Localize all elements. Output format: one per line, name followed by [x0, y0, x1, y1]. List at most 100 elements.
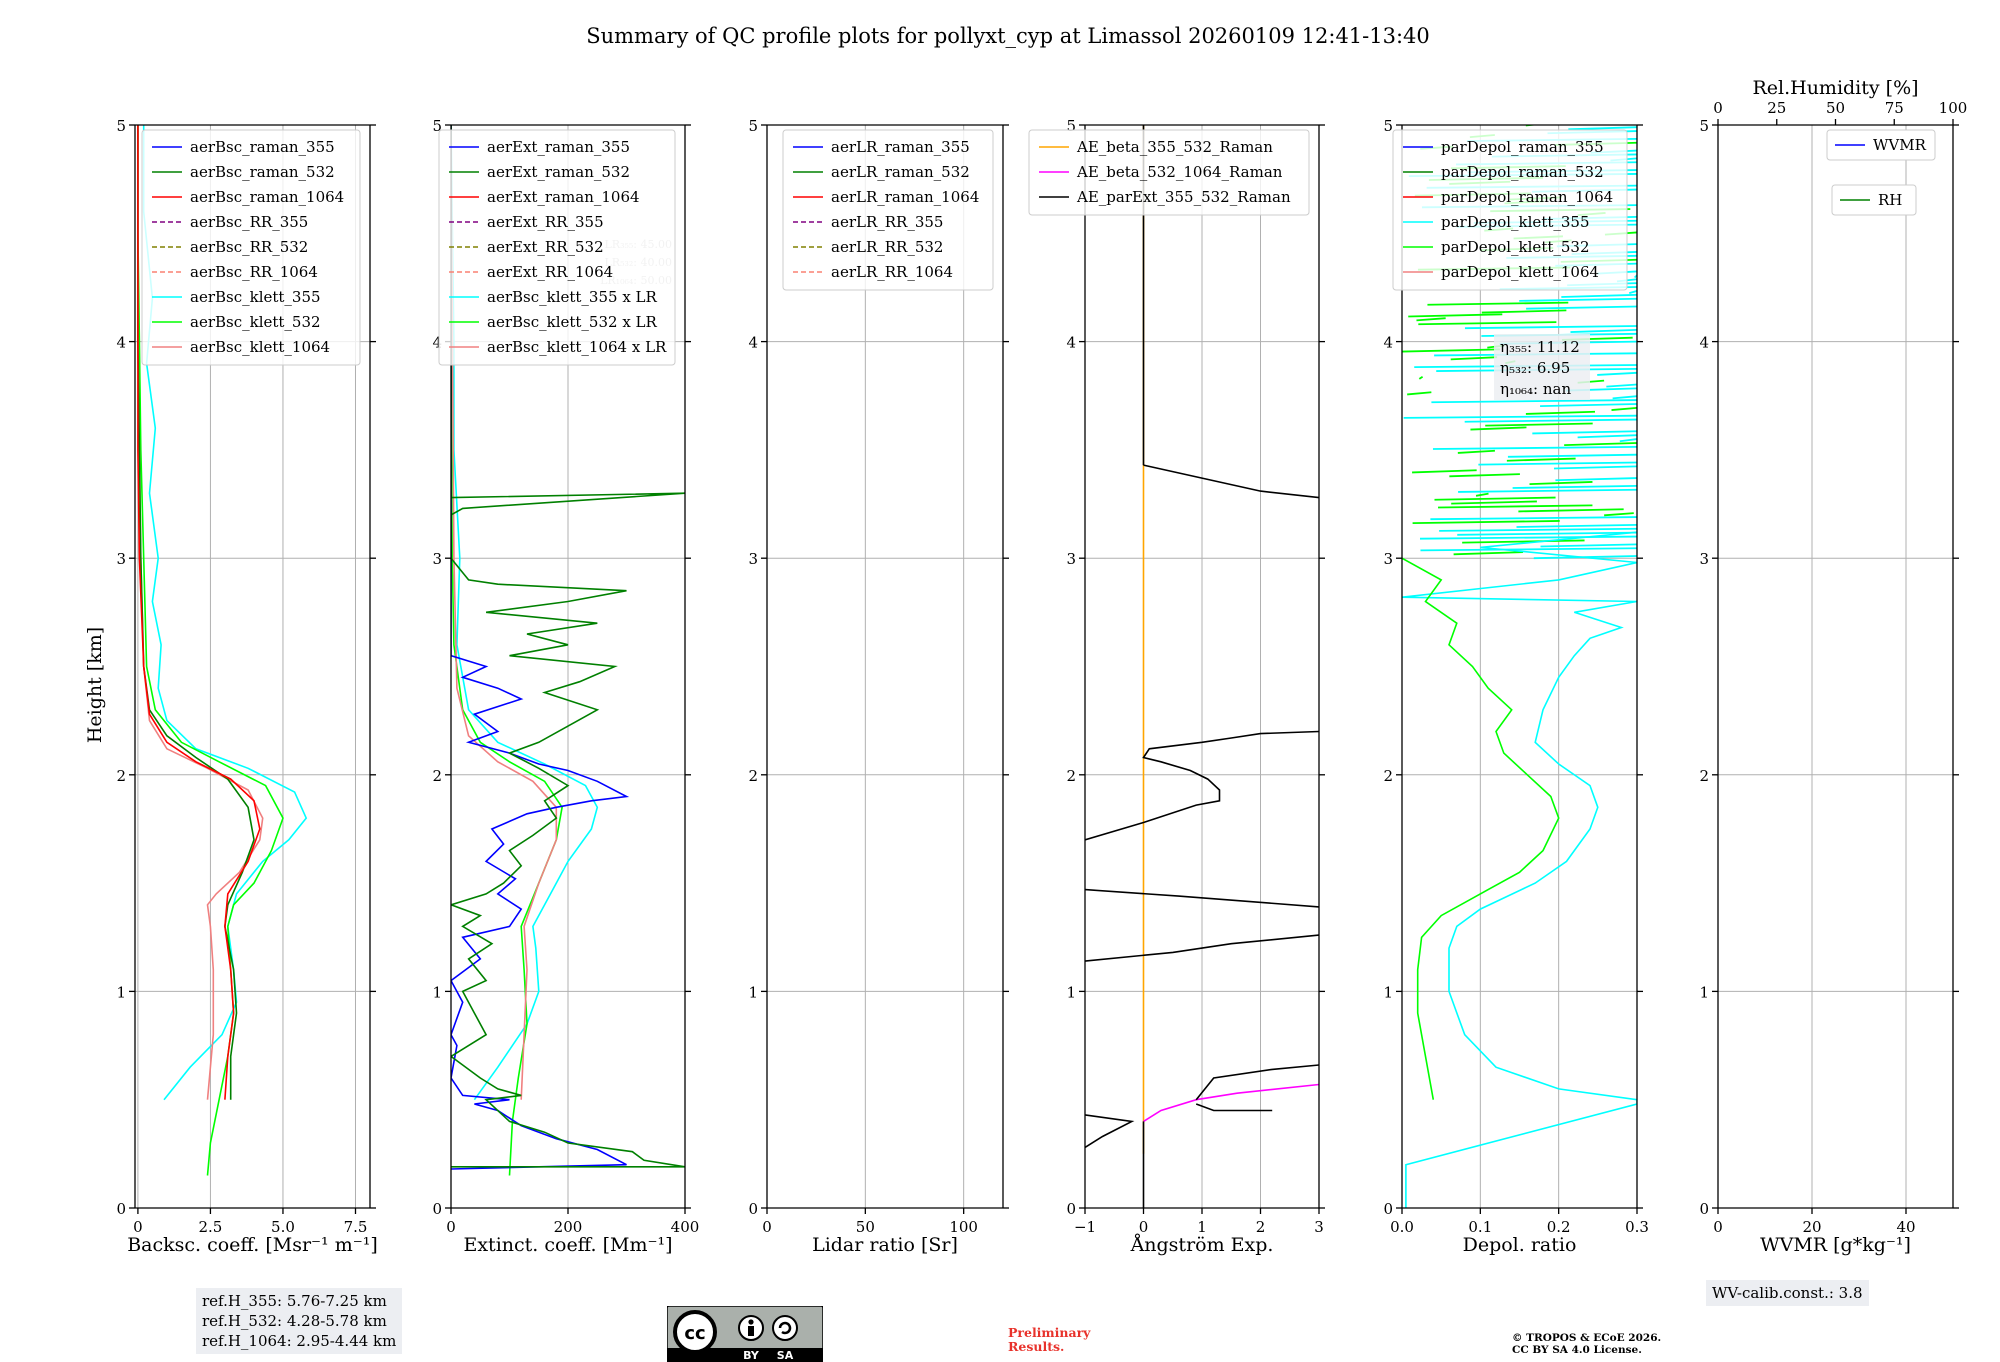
legend-label: parDepol_klett_355 — [1441, 213, 1590, 231]
x-tick-label: 3 — [1314, 1218, 1324, 1236]
noise-segment — [1419, 535, 1637, 540]
y-tick-label: 2 — [1383, 767, 1393, 785]
legend-label: aerLR_raman_532 — [831, 163, 970, 181]
y-tick-label: 2 — [116, 767, 126, 785]
x-axis-label: Backsc. coeff. [Msr⁻¹ m⁻¹] — [127, 1234, 378, 1256]
x-tick-label: 50 — [856, 1218, 875, 1236]
legend-label: parDepol_raman_355 — [1441, 138, 1604, 156]
legend-label: aerLR_raman_1064 — [831, 188, 979, 206]
noise-segment — [1430, 516, 1637, 521]
series-aerbsc-raman-532 — [137, 125, 255, 1100]
noise-segment — [1470, 426, 1527, 431]
legend-label: aerLR_RR_1064 — [831, 263, 953, 281]
noise-segment — [1525, 410, 1596, 415]
x-tick-label: 1 — [1197, 1218, 1207, 1236]
legend-label: aerBsc_klett_1064 x LR — [487, 338, 667, 356]
noise-segment — [1619, 438, 1637, 443]
y-tick-label: 3 — [1699, 550, 1709, 568]
legend-label: aerLR_RR_532 — [831, 238, 943, 256]
y-tick-label: 4 — [432, 334, 442, 352]
noise-segment — [1439, 527, 1637, 532]
series-ae-parext-355-532-raman-segment — [1085, 934, 1319, 962]
legend-label: RH — [1878, 191, 1902, 209]
top-x-tick-label: 50 — [1826, 99, 1845, 117]
x-tick-label: 20 — [1802, 1218, 1821, 1236]
y-tick-label: 3 — [1383, 550, 1393, 568]
noise-segment — [1416, 317, 1446, 322]
legend-box — [438, 129, 676, 366]
noise-segment — [1540, 403, 1637, 408]
noise-segment — [1577, 434, 1637, 439]
preliminary-line-2: Results. — [1008, 1339, 1065, 1354]
eta-box — [1494, 334, 1590, 400]
x-axis-label: Ångström Exp. — [1130, 1234, 1274, 1256]
noise-segment — [1450, 356, 1498, 361]
legend-label: aerBsc_raman_355 — [190, 138, 335, 156]
series-aerbsc-klett-355-x-lr — [451, 125, 599, 1101]
y-tick-label: 4 — [1066, 334, 1076, 352]
legend-label: aerBsc_raman_1064 — [190, 188, 344, 206]
y-tick-label: 0 — [432, 1200, 442, 1218]
y-axis-label: Height [km] — [84, 627, 106, 743]
noise-segment — [1458, 488, 1637, 493]
legend-label: aerBsc_RR_1064 — [190, 263, 318, 281]
panel-5: 0 1 2 3 4 5 0.0 0.1 0.2 0.3 Depol. ratio parDepol_r… — [1383, 117, 1648, 1256]
legend-box — [1392, 129, 1628, 291]
noise-segment — [1526, 305, 1637, 310]
noise-segment — [1478, 461, 1637, 466]
series-aerext-raman-532 — [451, 125, 685, 1168]
x-tick-label: 0.1 — [1468, 1218, 1492, 1236]
x-tick-label: −1 — [1074, 1218, 1096, 1236]
noise-segment — [1532, 430, 1637, 435]
legend-box — [1831, 184, 1917, 216]
noise-segment — [1407, 391, 1432, 396]
noise-segment — [1431, 399, 1637, 404]
noise-segment — [1604, 512, 1634, 517]
y-tick-label: 2 — [432, 767, 442, 785]
noise-segment — [1451, 500, 1537, 505]
y-tick-label: 3 — [116, 550, 126, 568]
legend-box — [1826, 129, 1936, 161]
x-tick-label: 0 — [1139, 1218, 1149, 1236]
figure-title: Summary of QC profile plots for pollyxt_… — [586, 24, 1430, 48]
y-tick-label: 5 — [748, 117, 758, 135]
x-tick-label: 0.0 — [1390, 1218, 1414, 1236]
noise-segment — [1512, 484, 1637, 489]
series-pardepol-klett-532 — [1402, 557, 1560, 1100]
y-tick-label: 1 — [116, 983, 126, 1001]
noise-segment — [1568, 126, 1637, 131]
sa-share-icon — [772, 1315, 798, 1341]
y-tick-label: 5 — [1699, 117, 1709, 135]
noise-segment — [1612, 395, 1637, 400]
x-tick-label: 5.0 — [271, 1218, 295, 1236]
y-tick-label: 1 — [748, 983, 758, 1001]
x-tick-label: 7.5 — [344, 1218, 368, 1236]
badge-sa-label: SA — [777, 1349, 794, 1362]
legend-label: aerBsc_klett_532 x LR — [487, 313, 658, 331]
series-ae-parext-355-532-raman-segment — [1085, 730, 1319, 841]
noise-segment — [1449, 473, 1520, 478]
y-tick-label: 4 — [1699, 334, 1709, 352]
legend-label: parDepol_raman_1064 — [1441, 188, 1613, 206]
preliminary-note: Preliminary Results. — [1008, 1326, 1090, 1354]
noise-segment — [1408, 313, 1503, 318]
noise-segment — [1506, 457, 1576, 462]
y-tick-label: 0 — [116, 1200, 126, 1218]
wv-calib-text: WV-calib.const.: 3.8 — [1712, 1284, 1863, 1302]
series-ae-parext-355-532-raman-segment — [1143, 464, 1319, 499]
series-group — [451, 125, 685, 1176]
legend-label: aerBsc_klett_355 — [190, 288, 321, 306]
noise-segment — [1418, 375, 1424, 380]
noise-segment — [1427, 301, 1569, 306]
legend-label: parDepol_klett_1064 — [1441, 263, 1599, 281]
y-tick-label: 1 — [1066, 983, 1076, 1001]
y-tick-label: 0 — [1066, 1200, 1076, 1218]
y-tick-label: 4 — [748, 334, 758, 352]
x-tick-label: 2 — [1256, 1218, 1266, 1236]
y-tick-label: 3 — [432, 550, 442, 568]
y-tick-label: 0 — [1383, 1200, 1393, 1218]
series-aerbsc-raman-1064 — [137, 125, 261, 1100]
noise-segment — [1518, 508, 1624, 513]
